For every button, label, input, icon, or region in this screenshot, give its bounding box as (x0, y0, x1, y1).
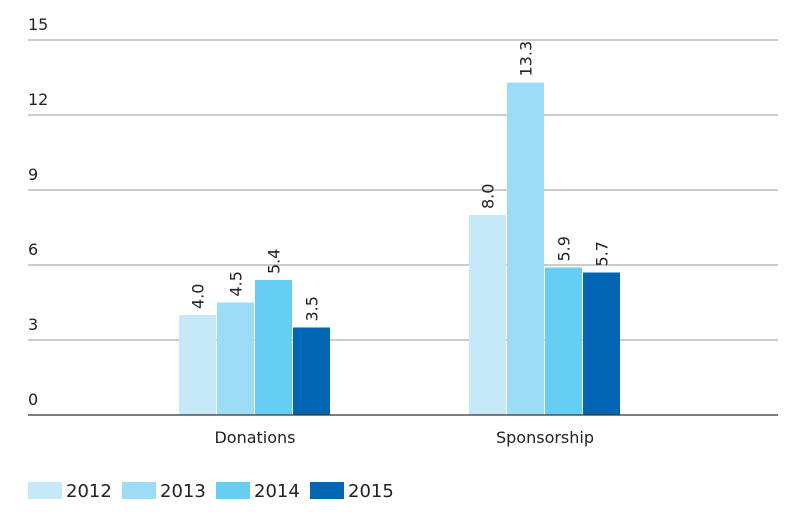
legend-label: 2013 (160, 481, 206, 502)
legend-label: 2015 (348, 481, 394, 502)
value-label: 5.7 (593, 241, 612, 266)
y-tick-label: 9 (28, 165, 38, 184)
bar (179, 315, 216, 415)
x-tick-label: Sponsorship (496, 428, 594, 447)
legend-label: 2012 (66, 481, 112, 502)
y-tick-label: 6 (28, 240, 38, 259)
value-label: 5.4 (265, 249, 284, 274)
y-tick-label: 0 (28, 390, 38, 409)
legend-swatch (310, 482, 344, 499)
bar (469, 215, 506, 415)
value-label: 5.9 (555, 236, 574, 261)
value-label: 3.5 (303, 296, 322, 321)
bar (217, 302, 254, 415)
bar (545, 267, 582, 415)
bar (293, 327, 330, 415)
legend-swatch (28, 482, 62, 499)
bar (583, 272, 620, 415)
y-tick-label: 12 (28, 90, 48, 109)
legend-swatch (216, 482, 250, 499)
value-label: 4.5 (227, 271, 246, 296)
legend-label: 2014 (254, 481, 300, 502)
y-tick-label: 15 (28, 15, 48, 34)
value-label: 8.0 (479, 184, 498, 209)
bar (255, 280, 292, 415)
value-label: 13.3 (517, 41, 536, 77)
value-label: 4.0 (189, 284, 208, 309)
y-tick-label: 3 (28, 315, 38, 334)
bar (507, 82, 544, 415)
legend-swatch (122, 482, 156, 499)
x-tick-label: Donations (214, 428, 295, 447)
